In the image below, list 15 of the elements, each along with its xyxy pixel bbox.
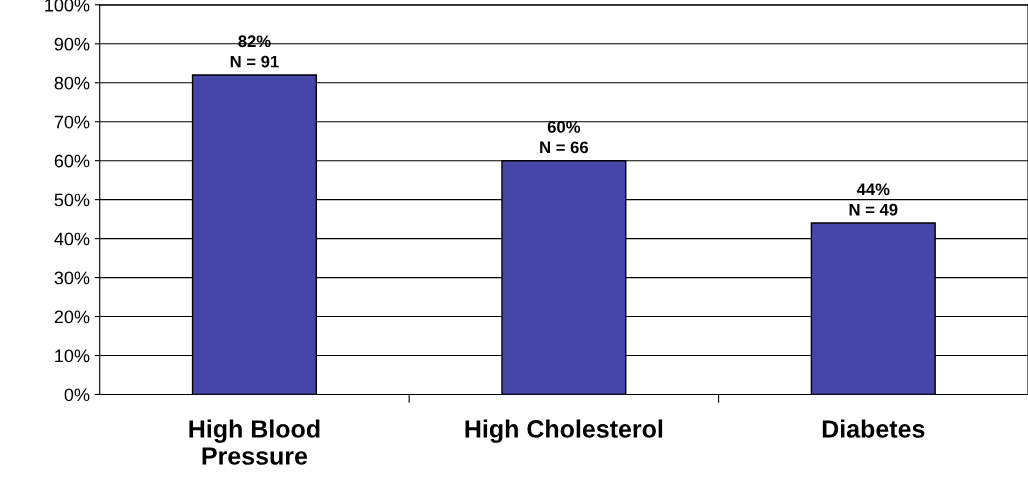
- x-tick-label: High Blood Pressure: [189, 419, 320, 465]
- y-tick-label: 10%: [55, 349, 90, 363]
- y-tick-label: 70%: [54, 115, 90, 129]
- y-tick-label: 50%: [54, 193, 90, 207]
- y-tick-label: 30%: [54, 271, 90, 285]
- data-label: 60% N = 66: [540, 121, 589, 154]
- y-tick-label: 40%: [54, 232, 90, 246]
- data-label: 44% N = 49: [849, 183, 898, 216]
- y-tick-label: 80%: [54, 76, 90, 90]
- y-tick-label: 90%: [54, 37, 90, 51]
- x-tick-label: Diabetes: [822, 419, 925, 438]
- x-tick-label: High Cholesterol: [465, 419, 663, 443]
- y-tick-label: 20%: [54, 310, 90, 324]
- y-tick-label: 60%: [54, 154, 90, 168]
- y-tick-label: 0%: [64, 388, 90, 402]
